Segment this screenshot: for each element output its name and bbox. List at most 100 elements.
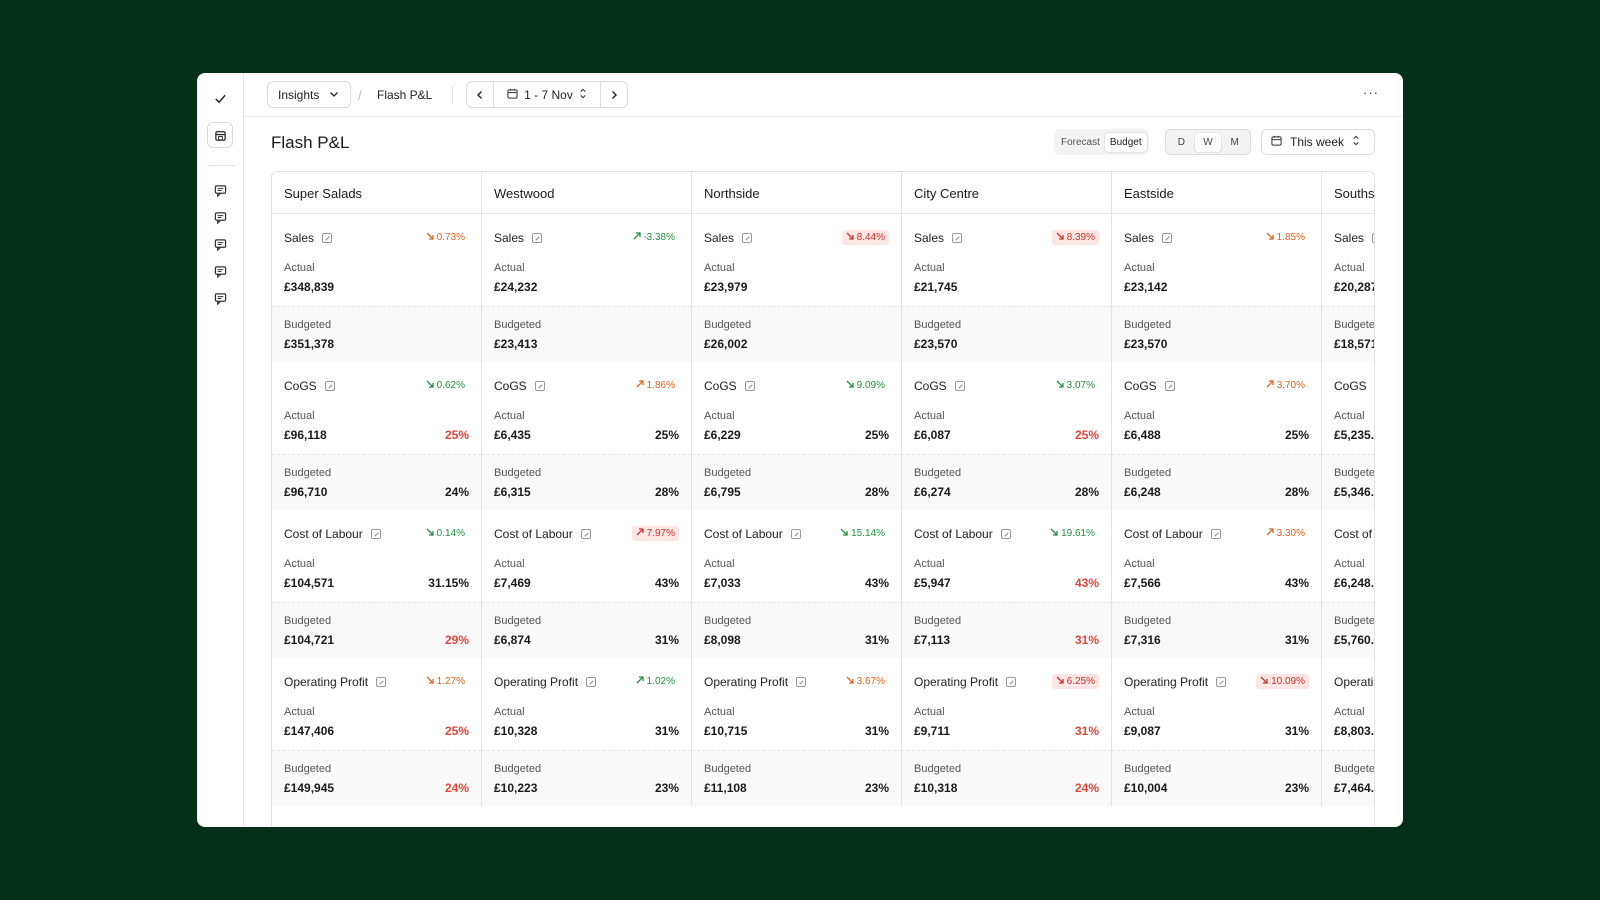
- open-external-icon[interactable]: [742, 232, 753, 243]
- open-external-icon[interactable]: [322, 232, 333, 243]
- open-external-icon[interactable]: [1216, 676, 1227, 687]
- budget-option[interactable]: Budget: [1104, 132, 1147, 152]
- budget-label: Budgeted: [1334, 615, 1375, 627]
- actual-value: £9,087: [1124, 724, 1161, 738]
- open-external-icon[interactable]: [324, 380, 335, 391]
- metric-block: CoGS 3.70% Actual £6,488 25% Budgeted £6,…: [1112, 362, 1321, 510]
- chat-icon[interactable]: [209, 233, 231, 255]
- budget-row: Budgeted £149,945 24%: [272, 750, 481, 806]
- budget-value: £23,570: [914, 337, 958, 351]
- open-external-icon[interactable]: [586, 676, 597, 687]
- open-external-icon[interactable]: [1372, 232, 1374, 243]
- budget-value: £7,113: [914, 633, 951, 647]
- trend-arrow-icon: [1056, 380, 1064, 391]
- budget-label: Budgeted: [494, 319, 542, 331]
- metric-header: CoGS 9.09%: [692, 362, 901, 398]
- open-external-icon[interactable]: [370, 528, 381, 539]
- budget-value: £6,795: [704, 485, 741, 499]
- date-range-picker[interactable]: 1 - 7 Nov: [493, 82, 601, 107]
- open-external-icon[interactable]: [790, 528, 801, 539]
- more-options-icon[interactable]: ···: [1363, 85, 1379, 100]
- metric-name: Sales: [914, 230, 945, 245]
- metric-block: Sales Actual £20,287 Budgeted £18,571: [1322, 214, 1374, 362]
- actual-row: Actual £6,248.: [1322, 546, 1374, 602]
- open-external-icon[interactable]: [1000, 528, 1011, 539]
- change-badge: 8.39%: [1051, 230, 1099, 245]
- chevron-right-icon[interactable]: [601, 82, 627, 107]
- actual-value: £104,571: [284, 576, 335, 590]
- open-external-icon[interactable]: [532, 232, 543, 243]
- budget-label: Budgeted: [494, 615, 542, 627]
- open-external-icon[interactable]: [1210, 528, 1221, 539]
- open-external-icon[interactable]: [1164, 380, 1175, 391]
- metric-title: CoGS: [1334, 379, 1374, 393]
- change-badge: 7.97%: [631, 526, 679, 541]
- budget-value: £351,378: [284, 337, 335, 351]
- chevron-left-icon[interactable]: [467, 82, 493, 107]
- store-icon[interactable]: [207, 122, 233, 148]
- rail-divider: [207, 165, 235, 166]
- metric-name: Sales: [1334, 230, 1365, 245]
- change-value: 7.97%: [646, 528, 675, 539]
- insights-dropdown[interactable]: Insights: [267, 81, 351, 108]
- actual-label: Actual: [914, 706, 945, 718]
- metric-block: Cost of Labour 7.97% Actual £7,469 43% Bu…: [482, 510, 691, 658]
- actual-value: £7,033: [704, 576, 741, 590]
- period-label: This week: [1290, 135, 1345, 149]
- actual-percent: 25%: [1074, 428, 1099, 442]
- budget-value: £96,710: [284, 485, 328, 499]
- actual-row: Actual £96,118 25%: [272, 398, 481, 454]
- chat-icon[interactable]: [209, 206, 231, 228]
- month-option[interactable]: M: [1230, 136, 1239, 148]
- open-external-icon[interactable]: [580, 528, 591, 539]
- actual-value: £9,711: [914, 724, 951, 738]
- open-external-icon[interactable]: [954, 380, 965, 391]
- open-external-icon[interactable]: [744, 380, 755, 391]
- change-badge: 0.14%: [422, 526, 469, 541]
- metric-header: Cost of Labour 3.30%: [1112, 510, 1321, 546]
- metric-title: Cost of Labour: [1124, 527, 1221, 541]
- chat-icon[interactable]: [209, 287, 231, 309]
- budget-value: £149,945: [284, 781, 335, 795]
- week-option[interactable]: W: [1194, 132, 1222, 152]
- breadcrumb-page[interactable]: Flash P&L: [377, 88, 433, 102]
- calendar-icon: [507, 88, 518, 102]
- day-option[interactable]: D: [1177, 136, 1185, 148]
- budget-percent: 23%: [654, 781, 679, 795]
- change-badge: 1.85%: [1262, 230, 1309, 245]
- budget-row: Budgeted £11,108 23%: [692, 750, 901, 806]
- open-external-icon[interactable]: [534, 380, 545, 391]
- budget-value: £6,874: [494, 633, 531, 647]
- actual-value: £6,488: [1124, 428, 1161, 442]
- period-select[interactable]: This week: [1261, 129, 1375, 155]
- metric-name: CoGS: [494, 378, 527, 393]
- open-external-icon[interactable]: [1006, 676, 1017, 687]
- budget-row: Budgeted £8,098 31%: [692, 602, 901, 658]
- check-icon[interactable]: [209, 87, 231, 109]
- trend-arrow-icon: [636, 380, 644, 391]
- change-value: 3.67%: [856, 676, 885, 687]
- change-value: 10.09%: [1271, 676, 1305, 687]
- budget-percent: 28%: [864, 485, 889, 499]
- metric-name: Operating Profit: [914, 674, 999, 689]
- metric-block: Operating Profit 1.02% Actual £10,328 31%…: [482, 658, 691, 806]
- chat-icon[interactable]: [209, 179, 231, 201]
- actual-value: £6,087: [914, 428, 951, 442]
- actual-percent: 31%: [1284, 724, 1309, 738]
- metric-block: CoGS Actual £5,235. Budgeted £5,346.: [1322, 362, 1374, 510]
- actual-value: £147,406: [284, 724, 335, 738]
- budget-row: Budgeted £7,113 31%: [902, 602, 1111, 658]
- top-bar: Insights / Flash P&L 1 - 7 Nov: [244, 73, 1403, 117]
- metric-block: Cost of Labour 19.61% Actual £5,947 43% B…: [902, 510, 1111, 658]
- actual-label: Actual: [1124, 410, 1155, 422]
- open-external-icon[interactable]: [796, 676, 807, 687]
- forecast-option[interactable]: Forecast: [1061, 136, 1100, 148]
- open-external-icon[interactable]: [1162, 232, 1173, 243]
- open-external-icon[interactable]: [952, 232, 963, 243]
- open-external-icon[interactable]: [376, 676, 387, 687]
- metric-header: Cost of Labour 0.14%: [272, 510, 481, 546]
- actual-row: Actual £10,328 31%: [482, 694, 691, 750]
- trend-arrow-icon: [636, 528, 644, 539]
- chat-icon[interactable]: [209, 260, 231, 282]
- actual-label: Actual: [284, 410, 315, 422]
